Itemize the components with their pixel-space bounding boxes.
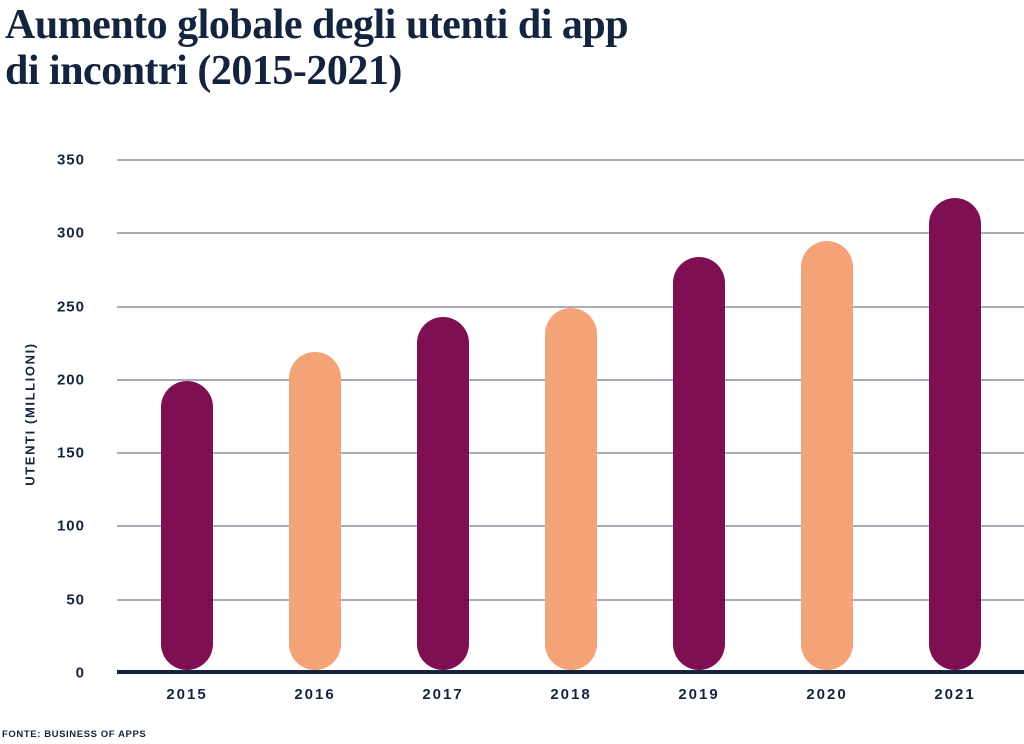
bar-2021	[929, 198, 981, 670]
gridline-300	[117, 232, 1024, 235]
bar-2018	[545, 308, 597, 670]
page-title-line2: di incontri (2015-2021)	[5, 48, 402, 94]
x-tick-label-2018: 2018	[550, 686, 592, 703]
y-tick-label-100: 100	[56, 517, 85, 535]
page-title: Aumento globale degli utenti di app di i…	[5, 2, 905, 94]
y-tick-label-200: 200	[56, 371, 85, 389]
x-tick-label-2015: 2015	[166, 686, 208, 703]
x-tick-label-2019: 2019	[678, 686, 720, 703]
page-title-line1: Aumento globale degli utenti di app	[5, 2, 629, 48]
x-tick-label-2016: 2016	[294, 686, 336, 703]
plot-area	[117, 159, 1024, 674]
y-tick-label-350: 350	[56, 151, 85, 169]
x-axis-line	[117, 670, 1024, 674]
y-tick-label-250: 250	[56, 298, 85, 316]
bar-2019	[673, 256, 725, 670]
x-tick-label-2021: 2021	[934, 686, 976, 703]
y-axis-tick-labels: 0 50 100 150 200 250 300 350	[0, 152, 85, 682]
gridline-350	[117, 159, 1024, 161]
source-note: FONTE: BUSINESS OF APPS	[2, 729, 147, 740]
bar-2016	[289, 352, 341, 670]
x-tick-label-2020: 2020	[806, 686, 848, 703]
gridline-250	[117, 305, 1024, 308]
y-tick-label-0: 0	[75, 664, 85, 682]
y-tick-label-300: 300	[56, 224, 85, 242]
x-tick-label-2017: 2017	[422, 686, 464, 703]
y-tick-label-150: 150	[56, 444, 85, 462]
bar-2020	[801, 240, 853, 670]
bar-2015	[161, 381, 213, 670]
x-axis-tick-labels: 2015 2016 2017 2018 2019 2020 2021	[117, 686, 1024, 706]
y-tick-label-50: 50	[66, 591, 85, 609]
bar-2017	[417, 316, 469, 670]
